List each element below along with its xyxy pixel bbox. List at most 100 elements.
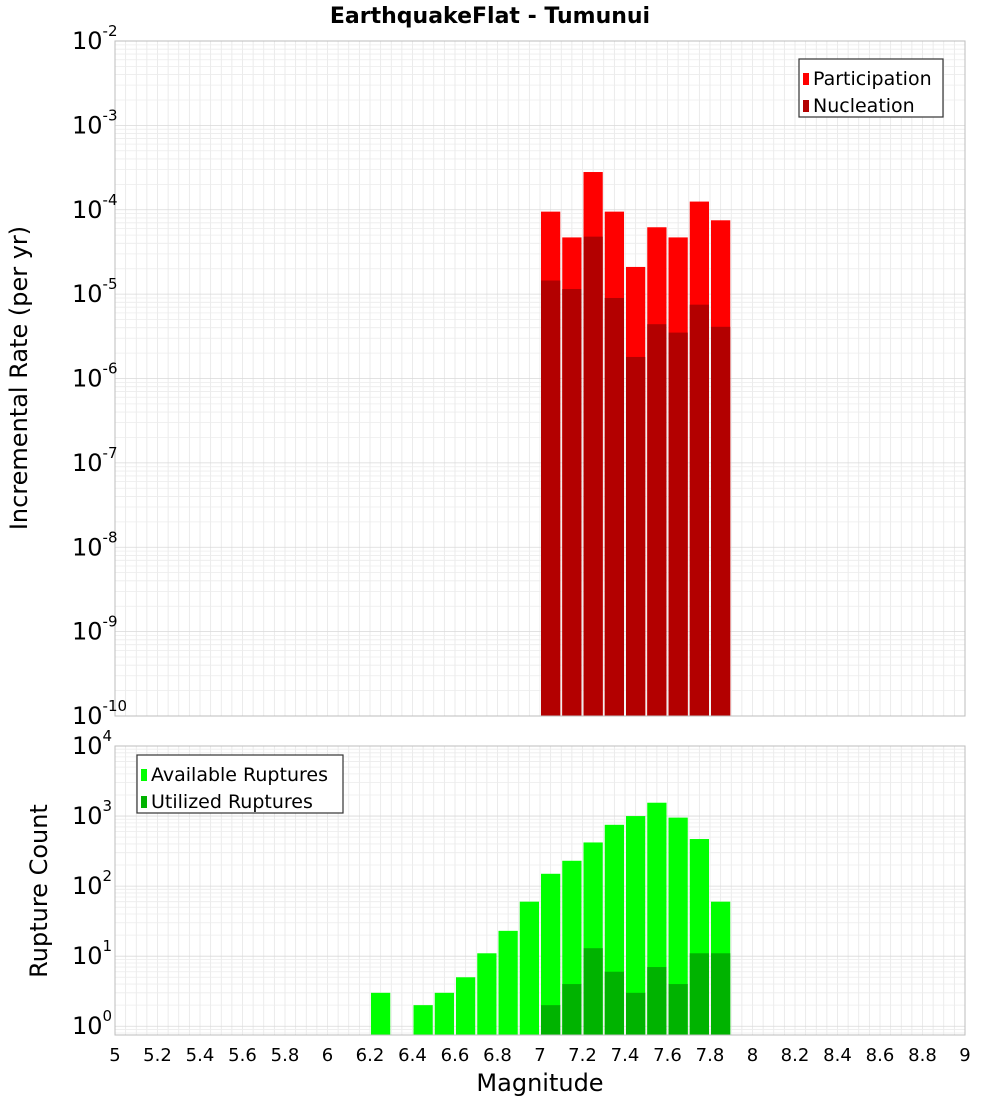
- top-y-tick-exponent: -2: [103, 22, 118, 40]
- bottom-y-tick-exponent: 0: [103, 1007, 113, 1025]
- top-bar-b: [604, 297, 624, 716]
- top-y-tick-exponent: -7: [103, 444, 118, 462]
- top-legend-label: Nucleation: [813, 95, 915, 117]
- bottom-x-tick-label: 7.4: [611, 1045, 640, 1066]
- top-legend-label: Participation: [813, 68, 932, 90]
- top-y-tick-base: 10: [72, 533, 103, 561]
- bottom-bar-a: [477, 953, 497, 1035]
- top-legend-swatch: [803, 73, 809, 85]
- bottom-x-tick-label: 8.4: [823, 1045, 852, 1066]
- bottom-y-tick-base: 10: [72, 732, 103, 760]
- top-y-tick-label: 10-3: [72, 106, 118, 139]
- bottom-x-tick-label: 6.6: [441, 1045, 470, 1066]
- top-y-tick-base: 10: [72, 365, 103, 393]
- chart-title: EarthquakeFlat - Tumunui: [330, 4, 650, 29]
- bottom-y-tick-label: 102: [72, 867, 112, 900]
- top-plot-border: [114, 40, 966, 717]
- bottom-legend-label: Utilized Ruptures: [151, 791, 313, 813]
- bottom-bar-b: [711, 953, 731, 1035]
- top-bar-b: [668, 332, 688, 716]
- bottom-bar-a: [456, 977, 476, 1035]
- bottom-x-tick-label: 7: [534, 1045, 545, 1066]
- bottom-bar-b: [689, 953, 709, 1035]
- bottom-series-1: [541, 948, 731, 1035]
- bottom-x-tick-label: 5.8: [271, 1045, 300, 1066]
- top-y-tick-base: 10: [72, 196, 103, 224]
- bottom-bar-a: [668, 817, 688, 1035]
- bottom-x-tick-label: 5.2: [143, 1045, 172, 1066]
- top-series-1: [541, 236, 731, 716]
- top-y-tick-label: 10-4: [72, 191, 118, 224]
- top-legend-box: [798, 58, 944, 118]
- bottom-x-tick-label: 5: [109, 1045, 120, 1066]
- top-y-tick-label: 10-9: [72, 613, 118, 646]
- top-legend: Participation Nucleation: [798, 58, 944, 118]
- bottom-y-tick-exponent: 4: [103, 727, 113, 745]
- bottom-y-tick-base: 10: [72, 802, 103, 830]
- bottom-y-tick-label: 101: [72, 937, 112, 970]
- bottom-x-tick-label: 6.8: [483, 1045, 512, 1066]
- bottom-y-tick-base: 10: [72, 1012, 103, 1040]
- top-y-tick-base: 10: [72, 280, 103, 308]
- top-y-tick-exponent: -9: [103, 613, 118, 631]
- bottom-x-tick-label: 6: [322, 1045, 333, 1066]
- bottom-y-tick-base: 10: [72, 872, 103, 900]
- top-y-tick-exponent: -6: [103, 360, 118, 378]
- top-bar-b: [541, 280, 561, 716]
- bottom-x-tick-label: 8.6: [866, 1045, 895, 1066]
- bottom-bar-a: [519, 901, 539, 1035]
- top-y-axis-label: Incremental Rate (per yr): [5, 226, 33, 530]
- top-y-tick-label: 10-10: [72, 697, 127, 730]
- bottom-grid: [114, 745, 966, 1035]
- top-bar-b: [562, 289, 582, 716]
- bottom-bar-b: [541, 1005, 561, 1035]
- top-y-tick-base: 10: [72, 618, 103, 646]
- top-y-tick-label: 10-8: [72, 528, 118, 561]
- bottom-bar-b: [562, 984, 582, 1035]
- x-axis-label: Magnitude: [476, 1069, 603, 1097]
- top-y-tick-label: 10-5: [72, 275, 118, 308]
- bottom-legend-swatch: [141, 769, 147, 781]
- bottom-y-tick-label: 104: [72, 727, 112, 760]
- top-bar-b: [583, 236, 603, 716]
- top-y-tick-exponent: -10: [103, 697, 128, 715]
- bottom-legend-swatch: [141, 796, 147, 808]
- bottom-y-tick-label: 103: [72, 797, 112, 830]
- bottom-x-tick-label: 8.2: [781, 1045, 810, 1066]
- top-y-tick-base: 10: [72, 27, 103, 55]
- bottom-x-tick-label: 7.2: [568, 1045, 597, 1066]
- top-y-tick-base: 10: [72, 702, 103, 730]
- top-y-tick-base: 10: [72, 111, 103, 139]
- top-y-tick-exponent: -4: [103, 191, 118, 209]
- bottom-x-tick-label: 8.8: [908, 1045, 937, 1066]
- top-legend-swatch: [803, 100, 809, 112]
- top-y-tick-exponent: -8: [103, 528, 118, 546]
- bottom-bar-a: [434, 992, 454, 1035]
- bottom-y-tick-exponent: 2: [103, 867, 113, 885]
- top-bar-b: [689, 304, 709, 716]
- bottom-bar-b: [647, 967, 667, 1035]
- bottom-bar-b: [604, 971, 624, 1035]
- bottom-x-tick-label: 7.8: [696, 1045, 725, 1066]
- top-y-tick-exponent: -5: [103, 275, 118, 293]
- bottom-y-tick-label: 100: [72, 1007, 112, 1040]
- top-y-tick-label: 10-7: [72, 444, 118, 477]
- bottom-plot-border: [114, 745, 966, 1036]
- bottom-bar-a: [626, 816, 646, 1035]
- top-bar-b: [626, 356, 646, 716]
- bottom-bar-b: [583, 948, 603, 1035]
- bottom-y-axis-label: Rupture Count: [25, 804, 53, 978]
- bottom-bar-a: [371, 992, 391, 1035]
- bottom-x-tick-label: 6.2: [356, 1045, 385, 1066]
- top-grid: [114, 40, 966, 717]
- top-bar-b: [647, 324, 667, 716]
- bottom-bar-a: [498, 930, 518, 1035]
- bottom-bar-b: [668, 984, 688, 1035]
- top-y-tick-label: 10-2: [72, 22, 118, 55]
- bottom-bar-b: [626, 992, 646, 1035]
- bottom-x-tick-label: 7.6: [653, 1045, 682, 1066]
- bottom-legend: Available Ruptures Utilized Ruptures: [136, 754, 344, 814]
